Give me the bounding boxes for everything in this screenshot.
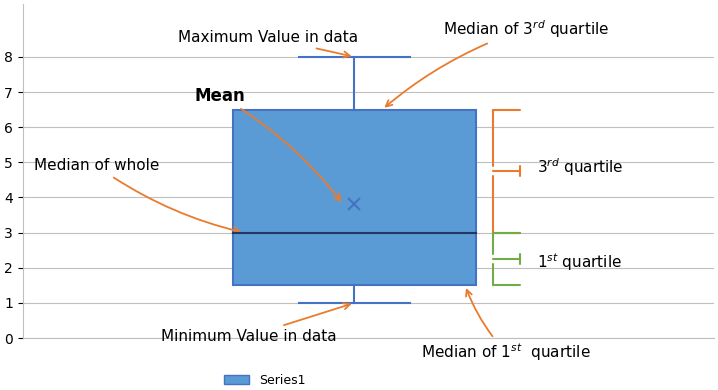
Text: Maximum Value in data: Maximum Value in data: [177, 30, 358, 57]
Text: 3$^{rd}$ quartile: 3$^{rd}$ quartile: [537, 157, 623, 179]
Text: Median of 3$^{rd}$ quartile: Median of 3$^{rd}$ quartile: [386, 18, 609, 106]
Bar: [233, 110, 476, 285]
Text: Minimum Value in data: Minimum Value in data: [161, 303, 350, 344]
Text: 1$^{st}$ quartile: 1$^{st}$ quartile: [537, 252, 622, 273]
Text: Median of whole: Median of whole: [34, 158, 239, 233]
Text: Median of 1$^{st}$  quartile: Median of 1$^{st}$ quartile: [421, 290, 590, 363]
Legend: Series1: Series1: [219, 369, 310, 390]
Text: Mean: Mean: [194, 87, 340, 201]
